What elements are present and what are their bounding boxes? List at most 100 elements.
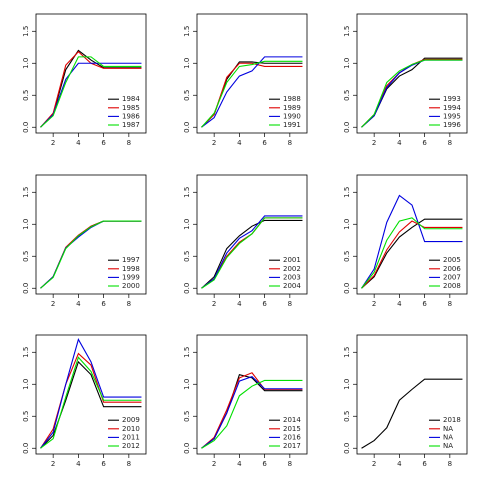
y-tick-label: 1.0 bbox=[183, 219, 191, 230]
x-tick-label: 6 bbox=[422, 300, 427, 308]
y-tick-label: 0.5 bbox=[183, 411, 191, 422]
x-tick-label: 8 bbox=[127, 460, 131, 468]
x-tick-label: 8 bbox=[448, 300, 452, 308]
x-tick-label: 4 bbox=[237, 300, 242, 308]
plot-frame bbox=[356, 13, 468, 134]
series-line bbox=[40, 62, 142, 128]
legend-label: 2004 bbox=[283, 282, 301, 290]
legend-label: 2017 bbox=[283, 442, 301, 450]
legend-label: 1989 bbox=[283, 104, 301, 112]
series-line bbox=[201, 375, 303, 449]
x-tick-label: 2 bbox=[212, 300, 216, 308]
series-line bbox=[40, 338, 142, 449]
x-tick-label: 4 bbox=[397, 460, 402, 468]
y-tick-label: 0.5 bbox=[343, 411, 351, 422]
y-tick-label: 1.5 bbox=[183, 187, 191, 198]
series-line bbox=[201, 372, 303, 449]
legend-label: NA bbox=[443, 433, 453, 441]
x-tick-label: 2 bbox=[212, 139, 216, 147]
y-tick-label: 0.5 bbox=[343, 90, 351, 101]
legend-label: 2008 bbox=[443, 282, 461, 290]
legend-label: 2000 bbox=[122, 282, 140, 290]
series-line bbox=[40, 220, 142, 289]
y-tick-label: 1.5 bbox=[343, 347, 351, 358]
x-tick-label: 6 bbox=[422, 139, 427, 147]
legend-label: 2015 bbox=[283, 425, 301, 433]
legend-label: NA bbox=[443, 425, 453, 433]
y-tick-label: 0.0 bbox=[183, 122, 191, 133]
x-tick-label: 4 bbox=[76, 300, 81, 308]
legend-label: 1995 bbox=[443, 112, 461, 120]
x-tick-label: 4 bbox=[237, 460, 242, 468]
series-line bbox=[40, 49, 142, 128]
x-tick-label: 6 bbox=[101, 300, 106, 308]
y-tick-label: 0.0 bbox=[22, 443, 30, 454]
legend-label: 2014 bbox=[283, 416, 301, 424]
y-tick-label: 1.5 bbox=[22, 187, 30, 198]
legend-label: 2002 bbox=[283, 265, 301, 273]
y-tick-label: 0.0 bbox=[183, 443, 191, 454]
x-tick-label: 2 bbox=[212, 460, 216, 468]
legend-label: 1990 bbox=[283, 112, 301, 120]
y-tick-label: 1.0 bbox=[183, 379, 191, 390]
x-tick-label: 4 bbox=[237, 139, 242, 147]
x-tick-label: 8 bbox=[288, 139, 292, 147]
series-line bbox=[361, 378, 463, 449]
plot-frame bbox=[356, 334, 468, 455]
x-tick-label: 2 bbox=[51, 139, 55, 147]
legend-label: 1984 bbox=[122, 95, 140, 103]
legend-label: 1986 bbox=[122, 112, 140, 120]
legend-label: 2012 bbox=[122, 442, 140, 450]
y-tick-label: 1.0 bbox=[183, 58, 191, 69]
x-tick-label: 2 bbox=[372, 300, 376, 308]
series-line bbox=[361, 194, 463, 289]
legend-label: 2016 bbox=[283, 433, 301, 441]
y-tick-label: 0.5 bbox=[22, 90, 30, 101]
x-tick-label: 4 bbox=[397, 300, 402, 308]
legend-label: 1993 bbox=[443, 95, 461, 103]
plot-frame bbox=[35, 174, 147, 295]
legend-label: 2011 bbox=[122, 433, 140, 441]
y-tick-label: 1.5 bbox=[183, 26, 191, 37]
x-tick-label: 2 bbox=[51, 460, 55, 468]
y-tick-label: 1.0 bbox=[22, 58, 30, 69]
plot-frame bbox=[196, 174, 308, 295]
x-tick-label: 8 bbox=[127, 139, 131, 147]
series-line bbox=[40, 56, 142, 128]
plot-frame bbox=[196, 13, 308, 134]
legend-label: 1998 bbox=[122, 265, 140, 273]
x-tick-label: 6 bbox=[262, 139, 267, 147]
x-tick-label: 8 bbox=[288, 300, 292, 308]
legend-label: 2006 bbox=[443, 265, 461, 273]
plot-frame bbox=[35, 334, 147, 455]
legend-label: NA bbox=[443, 442, 453, 450]
series-line bbox=[201, 217, 303, 289]
x-tick-label: 8 bbox=[448, 460, 452, 468]
legend-label: 1991 bbox=[283, 121, 301, 129]
y-tick-label: 0.0 bbox=[22, 122, 30, 133]
y-tick-label: 0.5 bbox=[183, 90, 191, 101]
y-tick-label: 1.0 bbox=[22, 219, 30, 230]
y-tick-label: 0.5 bbox=[183, 251, 191, 262]
series-line bbox=[40, 356, 142, 449]
y-tick-label: 1.0 bbox=[22, 379, 30, 390]
legend-label: 2010 bbox=[122, 425, 140, 433]
plot-frame bbox=[35, 13, 147, 134]
y-tick-label: 0.5 bbox=[22, 411, 30, 422]
legend-label: 2001 bbox=[283, 256, 301, 264]
y-tick-label: 0.0 bbox=[343, 122, 351, 133]
y-tick-label: 1.0 bbox=[343, 58, 351, 69]
y-tick-label: 1.5 bbox=[343, 26, 351, 37]
y-tick-label: 0.5 bbox=[343, 251, 351, 262]
series-line bbox=[201, 379, 303, 449]
x-tick-label: 8 bbox=[127, 300, 131, 308]
legend-label: 1996 bbox=[443, 121, 461, 129]
x-tick-label: 4 bbox=[76, 460, 81, 468]
series-line bbox=[361, 217, 463, 289]
